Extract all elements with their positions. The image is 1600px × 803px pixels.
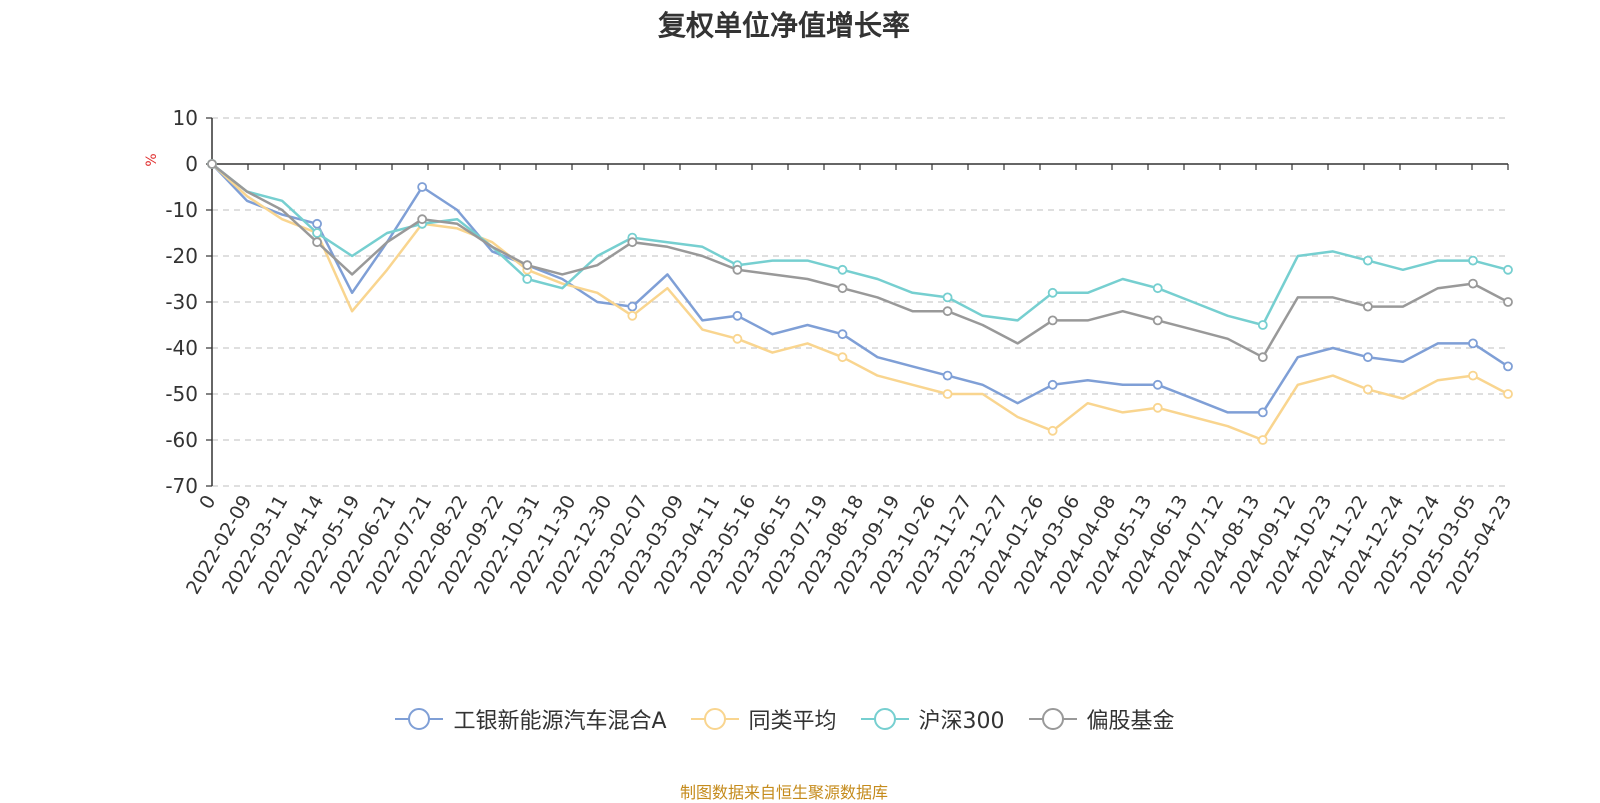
legend-label: 工银新能源汽车混合A (453, 709, 667, 734)
data-point (312, 228, 322, 238)
data-point (312, 237, 322, 248)
data-point (1152, 283, 1163, 294)
data-point (942, 389, 953, 399)
legend-marker-icon (1028, 708, 1077, 730)
data-point (627, 301, 638, 312)
source-note: 制图数据来自恒生聚源数据库 (679, 783, 888, 802)
y-tick-label: -30 (165, 290, 198, 314)
y-tick-label: -70 (165, 474, 198, 498)
grid-lines (212, 117, 1508, 487)
data-point (1468, 370, 1478, 381)
data-point (1152, 315, 1163, 326)
x-tick-label: 0 (195, 492, 220, 513)
series-2 (207, 159, 1513, 330)
data-point (1047, 287, 1058, 298)
data-point (312, 218, 322, 229)
y-tick-label: -10 (165, 198, 198, 222)
data-point (837, 283, 848, 294)
data-point (1362, 352, 1373, 363)
data-point (1362, 255, 1373, 266)
data-point (1362, 301, 1373, 312)
data-point (1468, 338, 1478, 349)
series-line (211, 163, 1509, 359)
legend-label: 沪深300 (918, 709, 1005, 734)
y-tick-label: -50 (165, 382, 198, 406)
y-tick-label: 10 (173, 106, 198, 130)
data-point (1257, 352, 1268, 363)
data-point (1047, 425, 1058, 436)
data-point (732, 333, 743, 344)
data-point (417, 214, 428, 225)
series-line (211, 163, 1509, 414)
legend-marker-icon (860, 708, 909, 730)
data-point (1362, 384, 1373, 395)
data-point (1047, 379, 1058, 390)
data-point (732, 310, 743, 321)
legend-marker-icon (395, 708, 444, 730)
data-point (1468, 255, 1478, 266)
data-point (1047, 315, 1058, 326)
y-tick-label: 0 (185, 152, 198, 176)
data-point (1503, 389, 1513, 399)
data-point (1152, 379, 1163, 390)
y-tick-label: -40 (165, 336, 198, 360)
series-3 (207, 159, 1513, 363)
data-point (1257, 407, 1268, 418)
data-point (942, 292, 953, 303)
data-point (1503, 264, 1513, 275)
legend-marker-icon (690, 708, 739, 730)
data-point (942, 370, 953, 381)
data-point (1257, 320, 1268, 330)
legend-label: 偏股基金 (1086, 709, 1175, 734)
series-0 (207, 159, 1513, 418)
y-tick-label: -60 (165, 428, 198, 452)
data-point (207, 159, 217, 169)
data-point (942, 306, 953, 317)
chart-title: 复权单位净值增长率 (657, 9, 910, 42)
series-lines (207, 159, 1513, 445)
legend-item[interactable]: 偏股基金 (1027, 703, 1175, 735)
data-point (522, 274, 533, 284)
legend-label: 同类平均 (748, 709, 837, 734)
legend: 工银新能源汽车混合A 同类平均 沪深300 偏股基金 (0, 703, 1568, 735)
data-point (1152, 402, 1163, 413)
data-point (417, 182, 428, 192)
legend-item[interactable]: 沪深300 (859, 703, 1005, 735)
series-line (211, 163, 1509, 327)
legend-item[interactable]: 工银新能源汽车混合A (393, 703, 667, 735)
series-line (211, 163, 1509, 442)
data-point (627, 237, 638, 248)
data-point (837, 329, 848, 340)
y-axis-label: % (144, 153, 160, 166)
data-point (1257, 435, 1268, 445)
y-tick-label: -20 (165, 244, 198, 268)
data-point (522, 260, 533, 271)
data-point (627, 310, 638, 321)
data-point (837, 352, 848, 363)
data-point (1468, 278, 1478, 289)
data-point (837, 264, 848, 275)
data-point (1503, 297, 1513, 307)
legend-item[interactable]: 同类平均 (689, 703, 837, 735)
data-point (732, 264, 743, 275)
data-point (1503, 361, 1513, 372)
